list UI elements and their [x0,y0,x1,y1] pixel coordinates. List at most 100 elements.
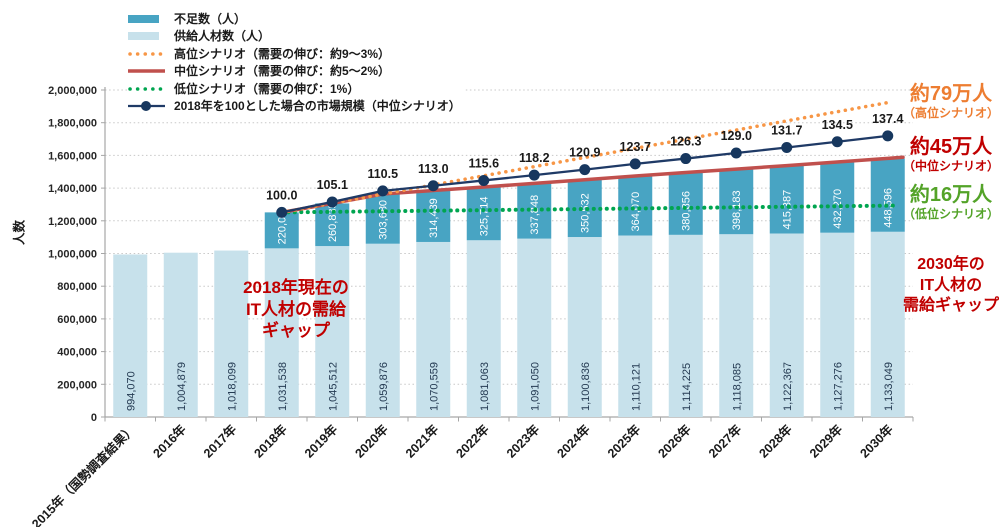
bar-supply-2023年 [517,238,552,417]
bar-label-supply-2017年: 1,018,099 [226,362,238,411]
bar-label-shortage-2025年: 364,070 [630,192,642,232]
annotation-2030-gap-line1: 2030年の [917,256,985,273]
legend-label-0: 不足数（人） [174,11,247,26]
bar-label-supply-2029年: 1,127,276 [832,362,844,411]
bar-label-shortage-2026年: 380,856 [681,191,693,231]
annotation-low-scenario-label: （低位シナリオ） [902,207,999,221]
marker-index-2022年 [478,174,490,186]
marker-index-2019年 [326,196,338,208]
marker-index-2025年 [629,158,641,170]
index-label-2022年: 115.6 [468,156,499,170]
annotation-2018-gap-line3: ギャップ [262,321,330,340]
bar-label-shortage-2027年: 398,183 [731,190,743,230]
bar-supply-2015年（国勢調査結果） [113,254,148,417]
bar-label-shortage-2028年: 415,387 [782,190,794,230]
swatch-marker [141,101,151,112]
y-tick-label-400,000: 400,000 [57,347,97,359]
index-label-2028年: 131.7 [771,124,802,138]
y-tick-label-1,800,000: 1,800,000 [48,118,97,130]
marker-index-2024年 [579,164,591,176]
y-tick-label-1,000,000: 1,000,000 [48,249,97,261]
annotation-high-scenario: 約79万人 （高位シナリオ） [894,83,1008,120]
index-label-2027年: 129.0 [721,129,752,143]
x-tick-label-2017年: 2017年 [200,421,239,460]
bar-shortage-2025年 [618,175,653,236]
y-tick-label-200,000: 200,000 [57,379,97,391]
x-tick-label-2024年: 2024年 [554,421,593,460]
bar-label-shortage-2021年: 314,439 [428,198,440,238]
bar-supply-2028年 [769,233,804,417]
index-label-2024年: 120.9 [569,146,600,160]
bar-supply-2021年 [416,241,451,417]
x-tick-label-2018年: 2018年 [251,421,290,460]
bar-shortage-2030年 [870,158,905,232]
bar-shortage-2028年 [769,165,804,234]
marker-index-2018年 [276,206,288,218]
y-tick-label-1,200,000: 1,200,000 [48,216,97,228]
bar-label-supply-2024年: 1,100,836 [580,362,592,411]
y-tick-label-1,400,000: 1,400,000 [48,183,97,195]
marker-index-2023年 [528,169,540,181]
annotation-high-scenario-label: （高位シナリオ） [902,106,999,120]
bar-supply-2020年 [365,243,400,417]
x-tick-label-2023年: 2023年 [503,421,542,460]
x-tick-label-2027年: 2027年 [705,421,744,460]
legend-label-2: 高位シナリオ（需要の伸び：約9～3%） [174,46,391,61]
bar-label-supply-2021年: 1,070,559 [428,362,440,411]
bar-supply-2017年 [214,250,249,417]
y-tick-label-2,000,000: 2,000,000 [48,85,97,97]
bar-label-shortage-2019年: 260,835 [327,202,339,242]
legend-label-5: 2018年を100とした場合の市場規模（中位シナリオ） [174,99,461,114]
bar-shortage-2022年 [466,186,501,241]
annotation-high-value: 約79万人 [909,83,993,105]
index-label-2030年: 137.4 [872,112,903,126]
index-label-2021年: 113.0 [418,162,449,176]
annotation-mid-value: 約45万人 [909,136,993,158]
bar-supply-2025年 [618,235,653,417]
x-tick-label-2020年: 2020年 [352,421,391,460]
bar-supply-2029年 [820,232,855,417]
x-tick-label-2030年: 2030年 [857,421,896,460]
bar-supply-2026年 [668,234,703,417]
swatch-rect [128,14,159,23]
bar-supply-2030年 [870,231,905,417]
x-tick-label-2026年: 2026年 [655,421,694,460]
index-label-2023年: 118.2 [519,151,550,165]
legend-item-5: 2018年を100とした場合の市場規模（中位シナリオ） [127,98,461,116]
bar-supply-2018年 [264,248,299,417]
bar-label-supply-2018年: 1,031,538 [277,362,289,411]
legend-swatch-marker-line-icon [128,101,165,112]
bar-label-shortage-2024年: 350,532 [580,193,592,233]
bar-shortage-2021年 [416,190,451,242]
legend-swatch-bar-icon [128,14,159,23]
x-tick-label-2025年: 2025年 [604,421,643,460]
bar-label-supply-2030年: 1,133,049 [883,362,895,411]
bar-label-supply-2019年: 1,045,512 [327,362,339,411]
annotation-2018-gap-line1: 2018年現在の [243,278,349,297]
annotation-2018-gap: 2018年現在の IT人材の需給 ギャップ [219,277,373,342]
annotation-2018-gap-line2: IT人材の需給 [245,299,347,319]
marker-index-2028年 [781,142,793,154]
bar-label-supply-2025年: 1,110,121 [630,363,642,411]
index-label-2026年: 126.3 [670,135,701,149]
legend-item-1: 供給人材数（人） [127,28,461,46]
bar-label-supply-2023年: 1,091,050 [529,362,541,411]
x-tick-label-2015年（国勢調査結果）: 2015年（国勢調査結果） [29,422,139,527]
legend-swatch-line-icon [128,69,165,73]
bar-shortage-2026年 [668,172,703,235]
chart-legend: 不足数（人） 供給人材数（人） 高位シナリオ（需要の伸び：約9～3%） 中位シナリオ（… [127,9,465,116]
marker-index-2029年 [831,136,843,148]
x-tick-label-2016年: 2016年 [150,421,189,460]
x-tick-label-2021年: 2021年 [402,421,441,460]
bar-supply-2019年 [315,246,350,417]
bar-label-supply-2020年: 1,059,876 [378,362,390,411]
index-label-2019年: 105.1 [317,178,348,192]
marker-index-2021年 [427,180,439,192]
x-tick-label-2022年: 2022年 [453,421,492,460]
bar-label-shortage-2022年: 325,714 [479,196,491,236]
bar-label-shortage-2023年: 337,848 [529,195,541,235]
legend-swatch-dots-icon [128,52,167,56]
legend-label-3: 中位シナリオ（需要の伸び：約5～2%） [174,64,391,79]
